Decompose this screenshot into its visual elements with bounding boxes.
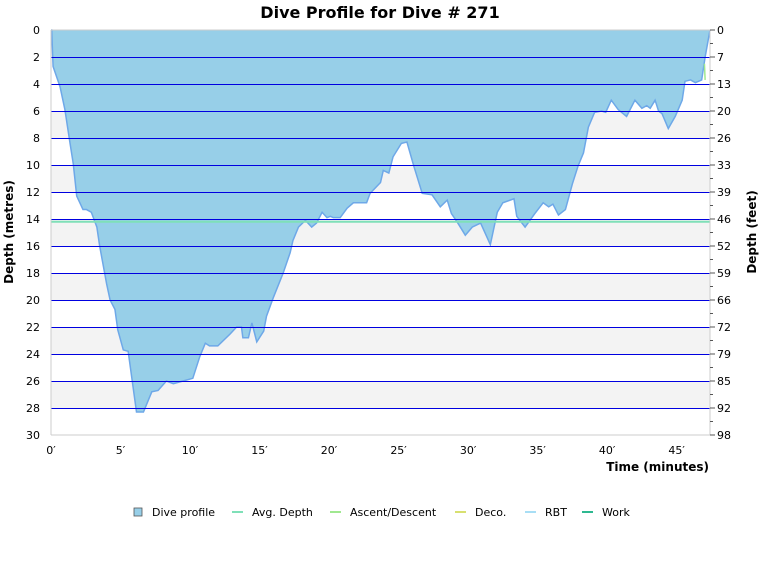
legend-item-label: Deco.: [475, 506, 506, 519]
y-tick-label: 12: [26, 186, 40, 199]
y-tick-label: 28: [26, 402, 40, 415]
x-tick-label: 25′: [390, 444, 407, 457]
x-tick-label: 45′: [668, 444, 685, 457]
y-axis-label: Depth (metres): [2, 180, 16, 284]
y-tick-label: 26: [26, 375, 40, 388]
y2-tick-label: 79: [717, 348, 731, 361]
y2-tick-label: 92: [717, 402, 731, 415]
y-tick-label: 4: [33, 78, 40, 91]
y2-tick-label: 39: [717, 186, 731, 199]
dive-profile-line: [50, 29, 711, 413]
chart-title: Dive Profile for Dive # 271: [260, 3, 499, 22]
y2-tick-label: 52: [717, 240, 731, 253]
y2-tick-label: 7: [717, 51, 724, 64]
y2-tick-label: 85: [717, 375, 731, 388]
y-tick-label: 16: [26, 240, 40, 253]
y-tick-label: 8: [33, 132, 40, 145]
x-tick-label: 0′: [46, 444, 56, 457]
y-tick-label: 18: [26, 267, 40, 280]
x-axis-label: Time (minutes): [606, 460, 709, 474]
y2-tick-label: 0: [717, 24, 724, 37]
x-tick-label: 10′: [182, 444, 199, 457]
y2-tick-label: 66: [717, 294, 731, 307]
y-tick-label: 10: [26, 159, 40, 172]
y2-tick-label: 13: [717, 78, 731, 91]
y-tick-label: 20: [26, 294, 40, 307]
y2-tick-label: 26: [717, 132, 731, 145]
y-tick-label: 24: [26, 348, 40, 361]
x-tick-label: 20′: [321, 444, 338, 457]
y2-tick-label: 72: [717, 321, 731, 334]
y2-axis-label: Depth (feet): [745, 190, 759, 273]
y2-tick-label: 98: [717, 429, 731, 442]
ascent-segment: [703, 63, 706, 80]
dive-profile-area: [51, 30, 710, 413]
y2-tick-label: 59: [717, 267, 731, 280]
y-tick-label: 22: [26, 321, 40, 334]
y2-tick-label: 33: [717, 159, 731, 172]
legend-item-label: Work: [602, 506, 630, 519]
y2-tick-label: 46: [717, 213, 731, 226]
x-tick-label: 35′: [529, 444, 546, 457]
y-tick-label: 2: [33, 51, 40, 64]
y2-tick-label: 20: [717, 105, 731, 118]
x-tick-label: 40′: [599, 444, 616, 457]
x-tick-label: 15′: [251, 444, 268, 457]
legend-item-label: Dive profile: [152, 506, 215, 519]
legend-item-label: RBT: [545, 506, 567, 519]
legend-item-label: Avg. Depth: [252, 506, 313, 519]
x-tick-label: 5′: [116, 444, 126, 457]
y-tick-label: 30: [26, 429, 40, 442]
y-tick-label: 0: [33, 24, 40, 37]
y-tick-label: 14: [26, 213, 40, 226]
legend-item-label: Ascent/Descent: [350, 506, 437, 519]
legend-swatch-box: [133, 507, 143, 517]
y-tick-label: 6: [33, 105, 40, 118]
x-tick-label: 30′: [460, 444, 477, 457]
